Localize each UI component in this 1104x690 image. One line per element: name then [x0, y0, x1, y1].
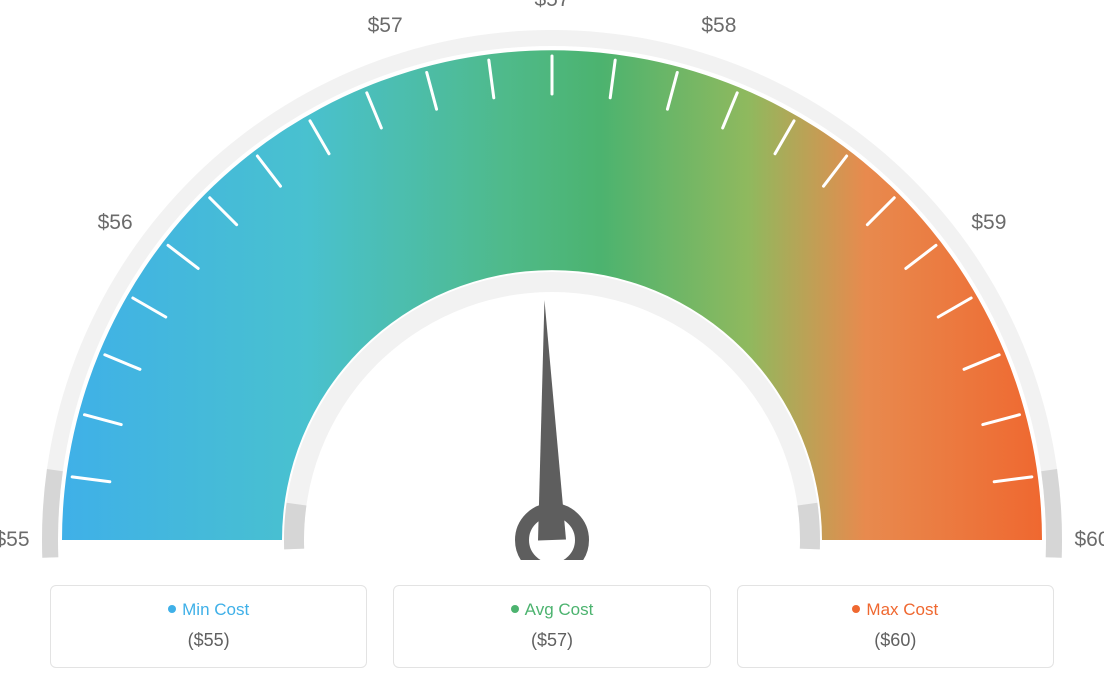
inner-ring-cap-right	[798, 503, 820, 550]
gauge-svg	[0, 0, 1104, 560]
legend-title: Min Cost	[61, 600, 356, 620]
legend-card: Min Cost ($55)	[50, 585, 367, 668]
gauge-chart: $55 $56 $57 $57 $58 $59 $60	[0, 0, 1104, 560]
legend-title-text: Min Cost	[182, 600, 249, 619]
gauge-tick-label: $56	[98, 211, 133, 235]
legend-title: Avg Cost	[404, 600, 699, 620]
gauge-tick-label: $57	[368, 14, 403, 38]
outer-ring-cap-left	[42, 469, 63, 558]
chart-container: $55 $56 $57 $57 $58 $59 $60 Min Cost ($55) Avg C…	[0, 0, 1104, 690]
legend-row: Min Cost ($55) Avg Cost ($57) Max Cost ($60)	[50, 585, 1054, 668]
legend-card: Avg Cost ($57)	[393, 585, 710, 668]
gauge-tick-label: $57	[534, 0, 569, 12]
inner-ring-cap-left	[284, 503, 306, 550]
outer-ring-cap-right	[1041, 469, 1062, 558]
legend-dot-icon	[511, 605, 519, 613]
legend-value: ($57)	[404, 630, 699, 651]
legend-title-text: Max Cost	[866, 600, 938, 619]
gauge-tick-label: $55	[0, 528, 30, 552]
legend-value: ($60)	[748, 630, 1043, 651]
legend-title: Max Cost	[748, 600, 1043, 620]
legend-value: ($55)	[61, 630, 356, 651]
gauge-tick-label: $59	[971, 211, 1006, 235]
gauge-tick-label: $58	[701, 14, 736, 38]
legend-card: Max Cost ($60)	[737, 585, 1054, 668]
gauge-tick-label: $60	[1074, 528, 1104, 552]
legend-dot-icon	[168, 605, 176, 613]
legend-title-text: Avg Cost	[525, 600, 594, 619]
legend-dot-icon	[852, 605, 860, 613]
